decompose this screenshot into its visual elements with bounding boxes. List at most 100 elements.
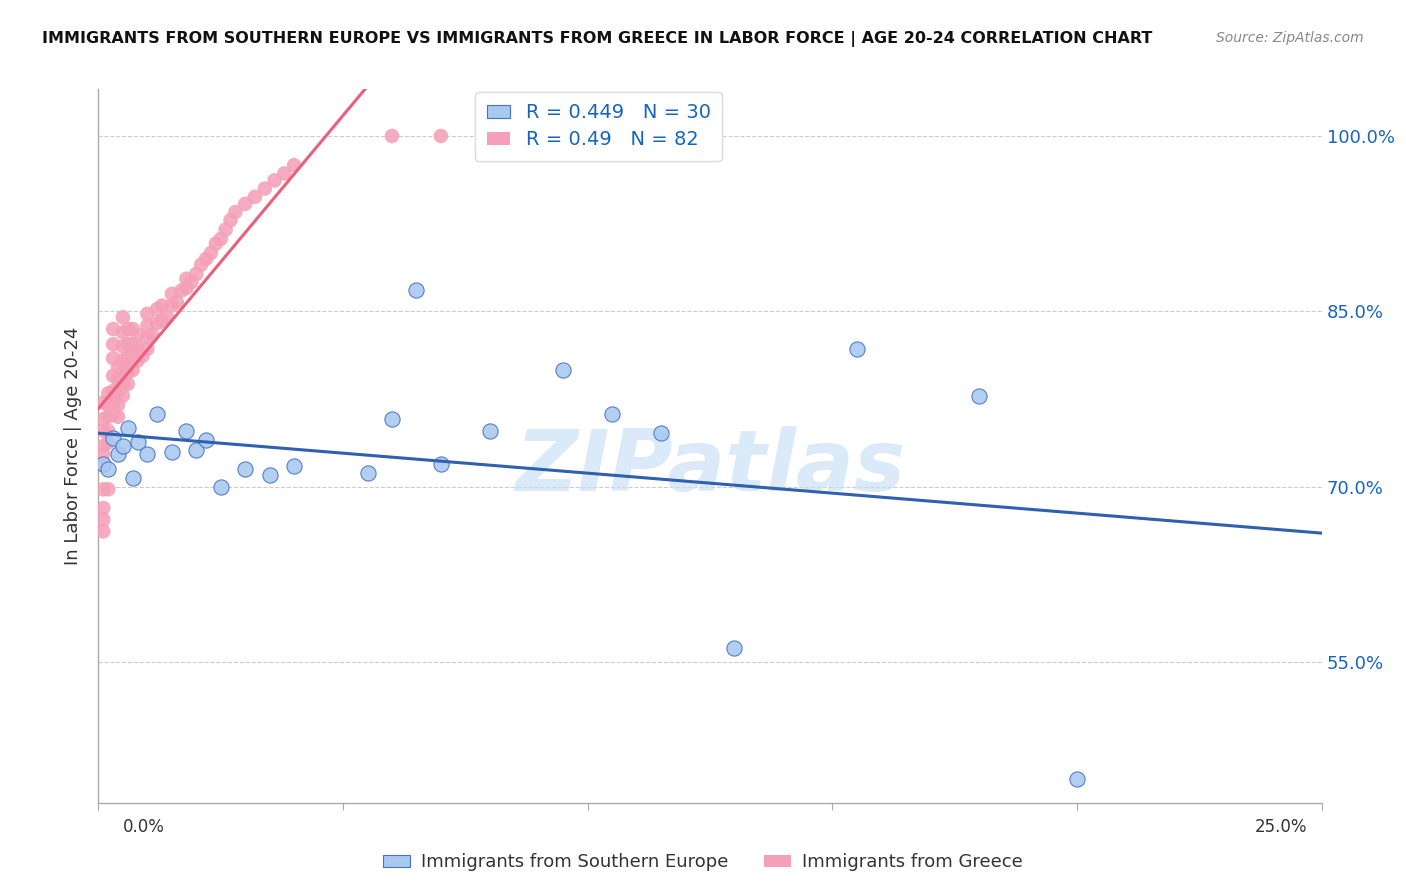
Point — [176, 424, 198, 438]
Point — [478, 424, 501, 438]
Point — [176, 271, 198, 285]
Point — [127, 327, 149, 342]
Point — [259, 468, 281, 483]
Point — [121, 322, 143, 336]
Point — [160, 299, 183, 313]
Point — [209, 480, 232, 494]
Point — [91, 501, 114, 516]
Point — [101, 395, 124, 409]
Point — [91, 439, 114, 453]
Point — [1066, 772, 1088, 787]
Point — [146, 316, 169, 330]
Point — [91, 524, 114, 539]
Point — [146, 302, 169, 317]
Point — [121, 349, 143, 363]
Point — [101, 408, 124, 422]
Point — [111, 340, 134, 354]
Point — [111, 439, 134, 453]
Text: IMMIGRANTS FROM SOUTHERN EUROPE VS IMMIGRANTS FROM GREECE IN LABOR FORCE | AGE 2: IMMIGRANTS FROM SOUTHERN EUROPE VS IMMIG… — [42, 31, 1153, 47]
Point — [283, 158, 305, 172]
Legend: Immigrants from Southern Europe, Immigrants from Greece: Immigrants from Southern Europe, Immigra… — [375, 847, 1031, 879]
Point — [111, 353, 134, 368]
Point — [356, 466, 378, 480]
Point — [233, 197, 256, 211]
Point — [101, 351, 124, 366]
Point — [117, 376, 139, 391]
Point — [845, 342, 868, 356]
Point — [101, 337, 124, 351]
Point — [600, 408, 623, 422]
Point — [91, 395, 114, 409]
Point — [91, 412, 114, 426]
Point — [107, 398, 129, 412]
Point — [405, 284, 427, 298]
Point — [117, 365, 139, 379]
Point — [160, 287, 183, 301]
Point — [91, 483, 114, 497]
Legend: R = 0.449   N = 30, R = 0.49   N = 82: R = 0.449 N = 30, R = 0.49 N = 82 — [475, 92, 723, 161]
Point — [136, 447, 159, 461]
Point — [180, 275, 202, 289]
Point — [273, 166, 295, 180]
Point — [967, 389, 990, 403]
Point — [97, 483, 120, 497]
Y-axis label: In Labor Force | Age 20-24: In Labor Force | Age 20-24 — [63, 326, 82, 566]
Point — [121, 470, 143, 484]
Point — [723, 641, 745, 656]
Point — [283, 458, 305, 473]
Point — [111, 365, 134, 379]
Point — [117, 351, 139, 366]
Point — [111, 310, 134, 325]
Point — [205, 236, 228, 251]
Point — [136, 318, 159, 333]
Point — [166, 295, 188, 310]
Point — [381, 128, 404, 143]
Point — [219, 213, 242, 227]
Point — [136, 330, 159, 344]
Point — [160, 445, 183, 459]
Point — [107, 360, 129, 375]
Point — [141, 327, 163, 342]
Text: ZIPatlas: ZIPatlas — [515, 425, 905, 509]
Text: 25.0%: 25.0% — [1254, 818, 1308, 836]
Point — [91, 457, 114, 471]
Point — [209, 232, 232, 246]
Point — [233, 462, 256, 476]
Point — [101, 384, 124, 398]
Point — [111, 389, 134, 403]
Point — [381, 412, 404, 426]
Point — [127, 353, 149, 368]
Point — [195, 433, 218, 447]
Point — [107, 372, 129, 386]
Point — [101, 431, 124, 445]
Point — [111, 326, 134, 340]
Point — [121, 363, 143, 377]
Point — [121, 337, 143, 351]
Point — [91, 457, 114, 471]
Point — [97, 409, 120, 424]
Point — [97, 462, 120, 476]
Point — [97, 386, 120, 401]
Point — [127, 435, 149, 450]
Point — [214, 222, 236, 236]
Point — [170, 284, 193, 298]
Point — [253, 181, 276, 195]
Point — [150, 299, 173, 313]
Point — [650, 426, 672, 441]
Text: 0.0%: 0.0% — [122, 818, 165, 836]
Point — [150, 314, 173, 328]
Point — [553, 363, 575, 377]
Point — [91, 513, 114, 527]
Point — [224, 205, 246, 219]
Point — [107, 384, 129, 398]
Point — [101, 368, 124, 383]
Point — [243, 190, 266, 204]
Point — [186, 267, 208, 281]
Point — [101, 322, 124, 336]
Point — [136, 342, 159, 356]
Point — [200, 246, 222, 260]
Point — [91, 447, 114, 461]
Point — [117, 421, 139, 435]
Point — [107, 447, 129, 461]
Point — [97, 424, 120, 438]
